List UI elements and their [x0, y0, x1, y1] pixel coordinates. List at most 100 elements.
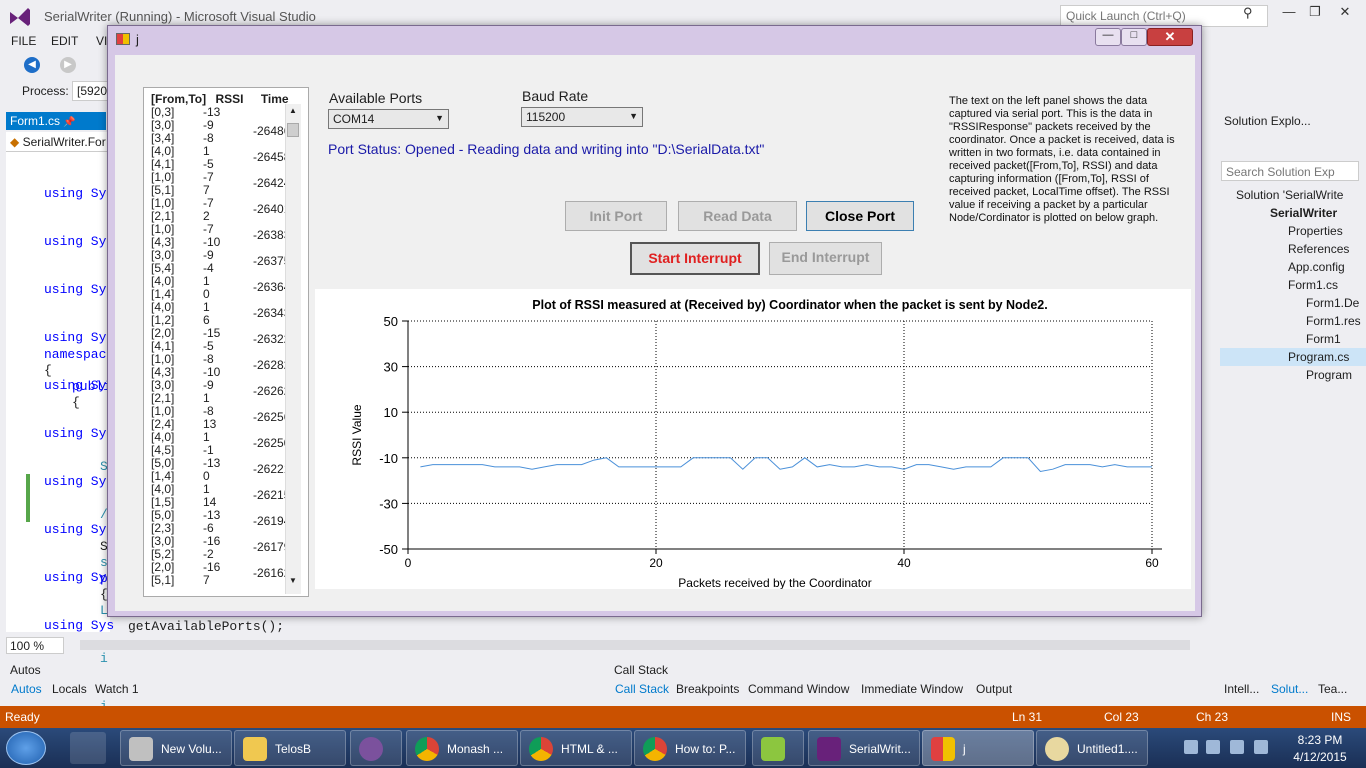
- signal-icon[interactable]: [1230, 740, 1244, 754]
- tree-item-properties[interactable]: Properties: [1288, 224, 1343, 238]
- tree-item-program-class[interactable]: Program: [1306, 368, 1353, 382]
- pin-icon[interactable]: 📌: [63, 117, 76, 128]
- clock-time[interactable]: 8:23 PM: [1297, 733, 1343, 747]
- back-icon[interactable]: ◀: [24, 57, 40, 73]
- taskbar-label: Monash ...: [447, 742, 504, 756]
- tree-item-form1-class[interactable]: Form1: [1306, 332, 1341, 346]
- taskbar-item-winedt[interactable]: [752, 730, 804, 766]
- clock-date[interactable]: 4/12/2015: [1293, 750, 1347, 764]
- tab-intellitrace[interactable]: Intell...: [1224, 682, 1260, 696]
- tree-item-program-cs[interactable]: Program.cs: [1220, 348, 1366, 366]
- taskbar-item-telosb[interactable]: TelosB: [234, 730, 346, 766]
- menu-view[interactable]: VI: [96, 34, 108, 48]
- tree-item-references[interactable]: References: [1288, 242, 1350, 256]
- row-from-to: [1,0]: [151, 170, 175, 184]
- tree-item-solution[interactable]: Solution 'SerialWrite: [1236, 188, 1344, 202]
- rssi-data-list[interactable]: [143, 87, 309, 597]
- tree-item-form1-designer[interactable]: Form1.De: [1306, 296, 1360, 310]
- tab-command-window[interactable]: Command Window: [748, 682, 850, 696]
- tab-immediate-window[interactable]: Immediate Window: [861, 682, 964, 696]
- tree-item-form1-resx[interactable]: Form1.res: [1306, 314, 1361, 328]
- zoom-select[interactable]: 100 %: [6, 637, 64, 654]
- row-rssi: -15: [203, 326, 221, 340]
- chevron-down-icon[interactable]: ▼: [629, 111, 638, 121]
- end-interrupt-button[interactable]: End Interrupt: [769, 242, 882, 275]
- taskbar-item-paint[interactable]: Untitled1....: [1036, 730, 1148, 766]
- taskbar-item-new-volume[interactable]: New Volu...: [120, 730, 232, 766]
- tab-output[interactable]: Output: [976, 682, 1013, 696]
- code-text: using Sys: [44, 618, 115, 633]
- menu-file[interactable]: FILE: [11, 34, 37, 48]
- tab-locals[interactable]: Locals: [52, 682, 87, 696]
- minimize-icon[interactable]: —: [1095, 28, 1121, 46]
- volume-icon[interactable]: [1254, 740, 1268, 754]
- solution-search-input[interactable]: Search Solution Exp: [1221, 161, 1359, 181]
- chrome-icon: [415, 737, 439, 761]
- taskbar-item-chrome-html[interactable]: HTML & ...: [520, 730, 632, 766]
- network-icon[interactable]: [1184, 740, 1198, 754]
- tab-breakpoints[interactable]: Breakpoints: [676, 682, 740, 696]
- taskbar-item-viber[interactable]: [350, 730, 402, 766]
- start-interrupt-button[interactable]: Start Interrupt: [630, 242, 760, 275]
- minimize-icon[interactable]: —: [1282, 4, 1296, 19]
- tab-form1-cs[interactable]: Form1.cs 📌: [6, 112, 106, 130]
- menu-edit[interactable]: EDIT: [51, 34, 79, 48]
- code-line: S: [100, 459, 108, 474]
- close-icon[interactable]: ✕: [1147, 28, 1193, 46]
- scroll-down-icon[interactable]: ▼: [289, 576, 297, 585]
- baud-rate-combobox[interactable]: 115200 ▼: [521, 107, 643, 127]
- read-data-button[interactable]: Read Data: [678, 201, 797, 231]
- solution-explorer-title: Solution Explo...: [1224, 114, 1311, 128]
- namespace-keyword: namespace: [44, 347, 115, 362]
- taskbar-label: Untitled1....: [1077, 742, 1138, 756]
- pinned-app-icon[interactable]: [70, 732, 106, 764]
- navigation-bar[interactable]: ◆ SerialWriter.For: [6, 132, 110, 152]
- row-time: -26179: [253, 540, 291, 554]
- code-editor[interactable]: [6, 152, 110, 632]
- y-axis-label: RSSI Value: [350, 404, 364, 465]
- close-icon[interactable]: ✕: [1339, 4, 1351, 19]
- forward-icon[interactable]: ▶: [60, 57, 76, 73]
- x-axis-label: Packets received by the Coordinator: [678, 576, 871, 589]
- quick-launch-input[interactable]: Quick Launch (Ctrl+Q): [1060, 5, 1268, 27]
- tree-item-project[interactable]: SerialWriter: [1270, 206, 1338, 220]
- row-rssi: -9: [203, 118, 214, 132]
- tab-call-stack[interactable]: Call Stack: [615, 682, 670, 696]
- row-from-to: [1,0]: [151, 196, 175, 210]
- search-icon[interactable]: ⚲: [1243, 5, 1253, 20]
- close-port-button[interactable]: Close Port: [806, 201, 914, 231]
- solution-tree[interactable]: Solution 'SerialWrite SerialWriter Prope…: [1220, 185, 1366, 655]
- chevron-down-icon[interactable]: ▼: [435, 113, 444, 123]
- ports-combobox[interactable]: COM14 ▼: [328, 109, 449, 129]
- tree-item-form1-cs[interactable]: Form1.cs: [1288, 278, 1339, 292]
- row-time: -26364: [253, 280, 291, 294]
- tab-watch-1[interactable]: Watch 1: [95, 682, 139, 696]
- start-button[interactable]: [6, 731, 46, 765]
- taskbar-item-chrome-monash[interactable]: Monash ...: [406, 730, 518, 766]
- row-time: -26486: [253, 124, 291, 138]
- drive-icon: [129, 737, 153, 761]
- list-scrollbar[interactable]: [285, 104, 301, 594]
- scrollbar-thumb[interactable]: [287, 123, 299, 137]
- init-port-button[interactable]: Init Port: [565, 201, 667, 231]
- maximize-icon[interactable]: ❐: [1309, 4, 1321, 19]
- tab-solution-explorer[interactable]: Solut...: [1271, 682, 1309, 696]
- horizontal-scrollbar[interactable]: [80, 640, 1190, 650]
- dialog-title-bar[interactable]: [108, 26, 1201, 54]
- tree-item-app-config[interactable]: App.config: [1288, 260, 1345, 274]
- status-line: Ln 31: [1012, 710, 1043, 724]
- taskbar-item-chrome-howto[interactable]: How to: P...: [634, 730, 746, 766]
- row-time: -26322: [253, 332, 291, 346]
- maximize-icon[interactable]: □: [1121, 28, 1147, 46]
- row-from-to: [5,1]: [151, 573, 175, 587]
- row-from-to: [3,4]: [151, 131, 175, 145]
- code-line: using Sys: [44, 282, 114, 298]
- taskbar-label: j: [963, 742, 966, 756]
- taskbar-item-visual-studio[interactable]: SerialWrit...: [808, 730, 920, 766]
- tab-autos[interactable]: Autos: [11, 682, 42, 696]
- battery-icon[interactable]: [1206, 740, 1220, 754]
- process-select[interactable]: [5920: [72, 81, 108, 101]
- taskbar-item-j[interactable]: j: [922, 730, 1034, 766]
- tab-team-explorer[interactable]: Tea...: [1318, 682, 1348, 696]
- scroll-up-icon[interactable]: ▲: [289, 106, 297, 115]
